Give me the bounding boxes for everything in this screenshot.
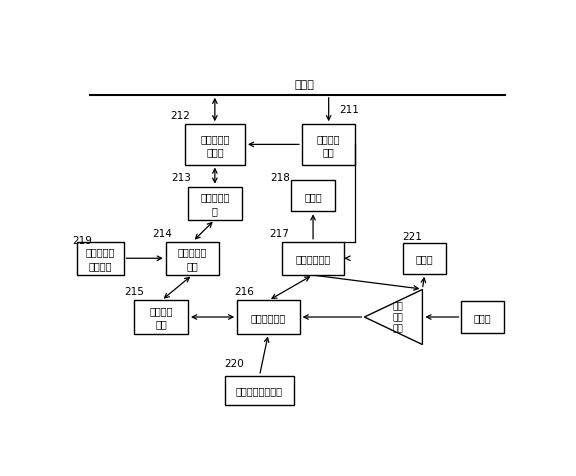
Text: 第二通讯模
块: 第二通讯模 块 xyxy=(200,192,229,215)
Text: 214: 214 xyxy=(152,228,172,238)
Text: 219: 219 xyxy=(72,236,92,245)
Text: 电动车监控
模块: 电动车监控 模块 xyxy=(178,247,207,270)
Bar xyxy=(237,301,300,334)
Bar xyxy=(461,302,504,333)
Bar xyxy=(135,301,188,334)
Text: 用户电动车
控制模块: 用户电动车 控制模块 xyxy=(85,247,115,270)
Bar xyxy=(166,242,219,275)
Text: 215: 215 xyxy=(124,287,145,297)
Text: 221: 221 xyxy=(403,232,423,242)
Text: 217: 217 xyxy=(269,228,289,238)
Bar xyxy=(225,376,294,406)
Bar xyxy=(77,242,124,275)
Bar xyxy=(185,125,245,165)
Text: 220: 220 xyxy=(224,358,244,368)
Text: 信号切换模块: 信号切换模块 xyxy=(295,254,331,264)
Text: 显示屏: 显示屏 xyxy=(304,191,322,201)
Text: 电力线: 电力线 xyxy=(294,80,314,90)
Text: 211: 211 xyxy=(339,105,359,115)
Bar xyxy=(302,125,355,165)
Text: 用户终端控制模块: 用户终端控制模块 xyxy=(236,386,283,396)
Text: 213: 213 xyxy=(171,172,191,182)
Text: 第二电源
模块: 第二电源 模块 xyxy=(317,133,340,157)
Text: 视频源: 视频源 xyxy=(474,312,491,322)
Text: 212: 212 xyxy=(170,111,191,121)
Bar xyxy=(403,243,446,274)
Bar xyxy=(282,242,344,275)
Text: 218: 218 xyxy=(271,173,290,183)
Bar xyxy=(188,187,242,220)
Bar xyxy=(291,181,335,212)
Text: 视频
信号
输入: 视频 信号 输入 xyxy=(392,302,403,333)
Text: 中央控制模块: 中央控制模块 xyxy=(251,312,286,322)
Text: 第二调制解
调模块: 第二调制解 调模块 xyxy=(200,133,229,157)
Text: 扬声器: 扬声器 xyxy=(416,254,434,264)
Text: 216: 216 xyxy=(234,287,254,297)
Text: 监控模块
接口: 监控模块 接口 xyxy=(150,306,173,329)
